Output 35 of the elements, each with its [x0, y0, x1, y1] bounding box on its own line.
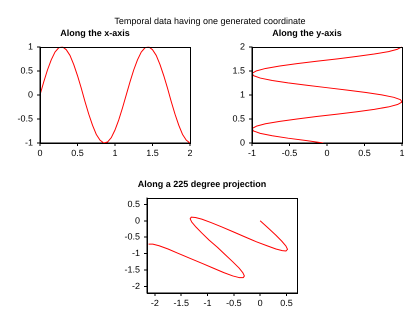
y-tick-label: -1	[132, 248, 140, 258]
x-tick-label: 0.5	[358, 148, 371, 158]
chart-title: Along the y-axis	[272, 28, 342, 38]
y-tick-label: 0.5	[232, 113, 245, 124]
y-tick-label: 0	[28, 89, 33, 100]
text: Temporal data having one generated coordinate	[113, 16, 307, 26]
x-tick-label: 1	[112, 148, 118, 158]
x-tick-label: 0	[37, 148, 43, 158]
x-tick-label: -2	[150, 298, 159, 308]
y-tick-label: 0	[240, 137, 245, 148]
y-tick-label: 0.5	[20, 65, 33, 76]
chart-title: Along a 225 degree projection	[138, 178, 266, 189]
y-tick-label: -2	[132, 280, 140, 291]
y-tick-label: -0.5	[124, 232, 140, 242]
y-tick-label: -0.5	[17, 113, 33, 124]
x-tick-label: 1.5	[146, 148, 159, 158]
y-tick-label: 2	[240, 41, 245, 52]
y-tick-label: -1	[24, 137, 33, 148]
y-tick-label: 1.5	[232, 65, 245, 76]
x-tick-label: -1	[204, 298, 212, 308]
y-tick-label: -1.5	[124, 264, 140, 275]
x-tick-label: 0	[258, 298, 263, 308]
x-tick-label: 0	[324, 148, 330, 158]
y-tick-label: 0	[134, 215, 140, 226]
x-tick-label: -0.5	[282, 148, 298, 158]
y-tick-label: 1	[240, 89, 245, 100]
x-tick-label: 0.5	[71, 148, 84, 158]
y-tick-label: 1	[28, 41, 33, 52]
x-tick-label: -1.5	[173, 298, 189, 308]
x-tick-label: 1	[399, 148, 405, 158]
x-tick-label: -1	[248, 148, 256, 158]
chart-subtitle: Along the x-axis	[60, 28, 130, 38]
x-tick-label: 2	[187, 148, 193, 158]
y-tick-label: 0.5	[127, 198, 140, 209]
x-tick-label: 0.5	[280, 298, 293, 308]
